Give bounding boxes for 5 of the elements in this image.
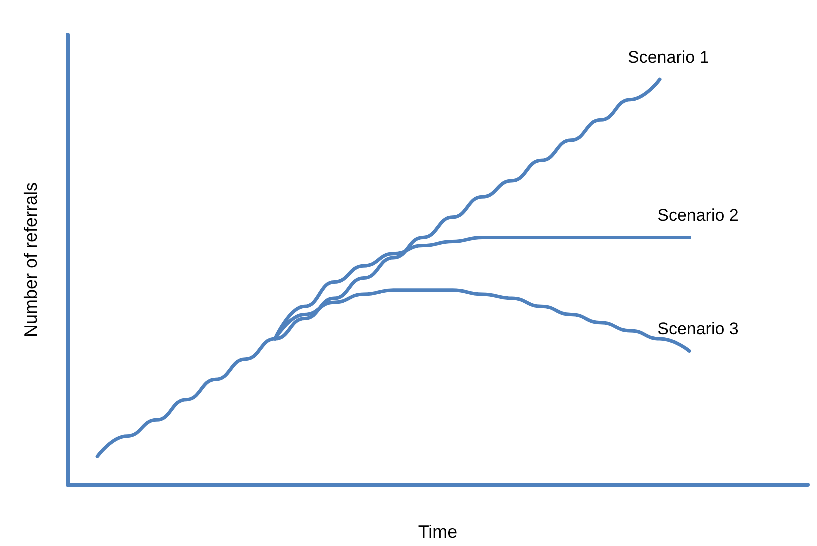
series-label: Scenario 1 bbox=[628, 48, 710, 68]
y-axis-title: Number of referrals bbox=[21, 182, 41, 338]
x-axis-title: Time bbox=[418, 522, 458, 542]
series-label: Scenario 3 bbox=[658, 320, 739, 339]
series-label: Scenario 2 bbox=[658, 206, 739, 226]
